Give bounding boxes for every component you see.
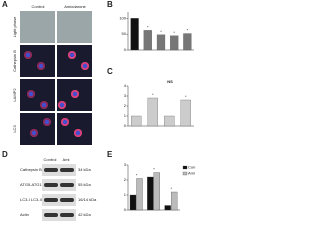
panel-label: D [2, 150, 8, 159]
row-label: LAMP2 [12, 88, 17, 102]
micrograph [20, 11, 55, 43]
nucleus [62, 119, 68, 125]
column-header: Control [44, 157, 57, 162]
band [44, 198, 58, 202]
band [60, 198, 74, 202]
y-tick-label: 3 [124, 162, 127, 167]
legend-label: Ami [188, 171, 195, 176]
y-tick-label: 3 [124, 93, 127, 98]
asterisk: * [187, 28, 189, 33]
bar [164, 205, 171, 211]
panel-label: B [107, 0, 113, 9]
asterisk: * [171, 186, 173, 191]
row-label: ATG5-ATG12 [20, 182, 45, 187]
micrograph [20, 79, 55, 111]
bar [170, 35, 179, 51]
legend-label: Con [188, 165, 195, 170]
nucleus [44, 119, 50, 125]
row-label: LC3 [12, 125, 17, 133]
micrograph [57, 45, 92, 77]
nucleus [41, 102, 47, 108]
bar [164, 115, 175, 127]
nucleus [75, 130, 81, 136]
bar [180, 99, 191, 127]
y-tick-label: 0 [124, 123, 127, 128]
asterisk: * [185, 94, 187, 99]
nucleus [59, 102, 65, 108]
size-label: 16/14 kDa [78, 197, 97, 202]
asterisk: * [152, 92, 154, 97]
blot [42, 164, 76, 176]
y-tick-label: 100 [119, 15, 126, 20]
nucleus [82, 63, 88, 69]
row-label: Cathepsin B [20, 167, 42, 172]
note: NS [167, 79, 173, 84]
figure: A B C D E Control Amiodarone Light phase Ca… [2, 0, 195, 221]
bar [136, 178, 143, 211]
nucleus [72, 91, 78, 97]
legend-swatch [182, 171, 188, 176]
blot [42, 179, 76, 191]
size-label: 42 kDa [78, 212, 91, 217]
row-label: Cathepsin B [12, 50, 17, 72]
row-label: Light phase [12, 16, 17, 37]
y-tick-label: 1 [124, 192, 127, 197]
asterisk: * [173, 30, 175, 35]
bar [171, 191, 178, 211]
asterisk: * [147, 24, 149, 29]
bar [143, 30, 152, 51]
band [44, 168, 58, 172]
nucleus [69, 52, 75, 58]
asterisk: * [160, 29, 162, 34]
column-header: Ami [63, 157, 70, 162]
band [60, 183, 74, 187]
micrograph [57, 11, 92, 43]
y-tick-label: 50 [122, 31, 127, 36]
y-tick-label: 2 [124, 103, 127, 108]
legend-swatch [182, 165, 188, 170]
blot [42, 209, 76, 221]
bar [147, 176, 154, 211]
bar [153, 172, 160, 211]
size-label: 34 kDa [78, 167, 91, 172]
panel-label: E [107, 150, 113, 159]
band [60, 213, 74, 217]
bar [130, 18, 139, 51]
panel-label: A [2, 0, 8, 9]
nucleus [25, 52, 31, 58]
y-tick-label: 0 [124, 207, 127, 212]
column-header: Amiodarone [64, 4, 86, 9]
y-tick-label: 1 [124, 113, 127, 118]
bar [147, 97, 158, 127]
micrograph [57, 113, 92, 145]
micrograph [20, 45, 55, 77]
band [44, 183, 58, 187]
nucleus [31, 130, 37, 136]
bar [183, 33, 192, 51]
nucleus [28, 91, 34, 97]
asterisk: * [136, 173, 138, 178]
band [44, 213, 58, 217]
micrograph [20, 113, 55, 145]
y-tick-label: 4 [124, 83, 127, 88]
row-label: LC3-I LC3-II [20, 197, 42, 202]
column-header: Control [32, 4, 45, 9]
y-tick-label: 2 [124, 177, 127, 182]
nucleus [38, 63, 44, 69]
bar [156, 34, 166, 51]
band [60, 168, 74, 172]
bar [131, 115, 142, 127]
bar [129, 194, 137, 211]
blot [42, 194, 76, 206]
asterisk: * [153, 167, 155, 172]
row-label: Actin [20, 212, 29, 217]
size-label: 55 kDa [78, 182, 91, 187]
y-tick-label: 0 [124, 47, 127, 52]
panel-label: C [107, 67, 113, 76]
